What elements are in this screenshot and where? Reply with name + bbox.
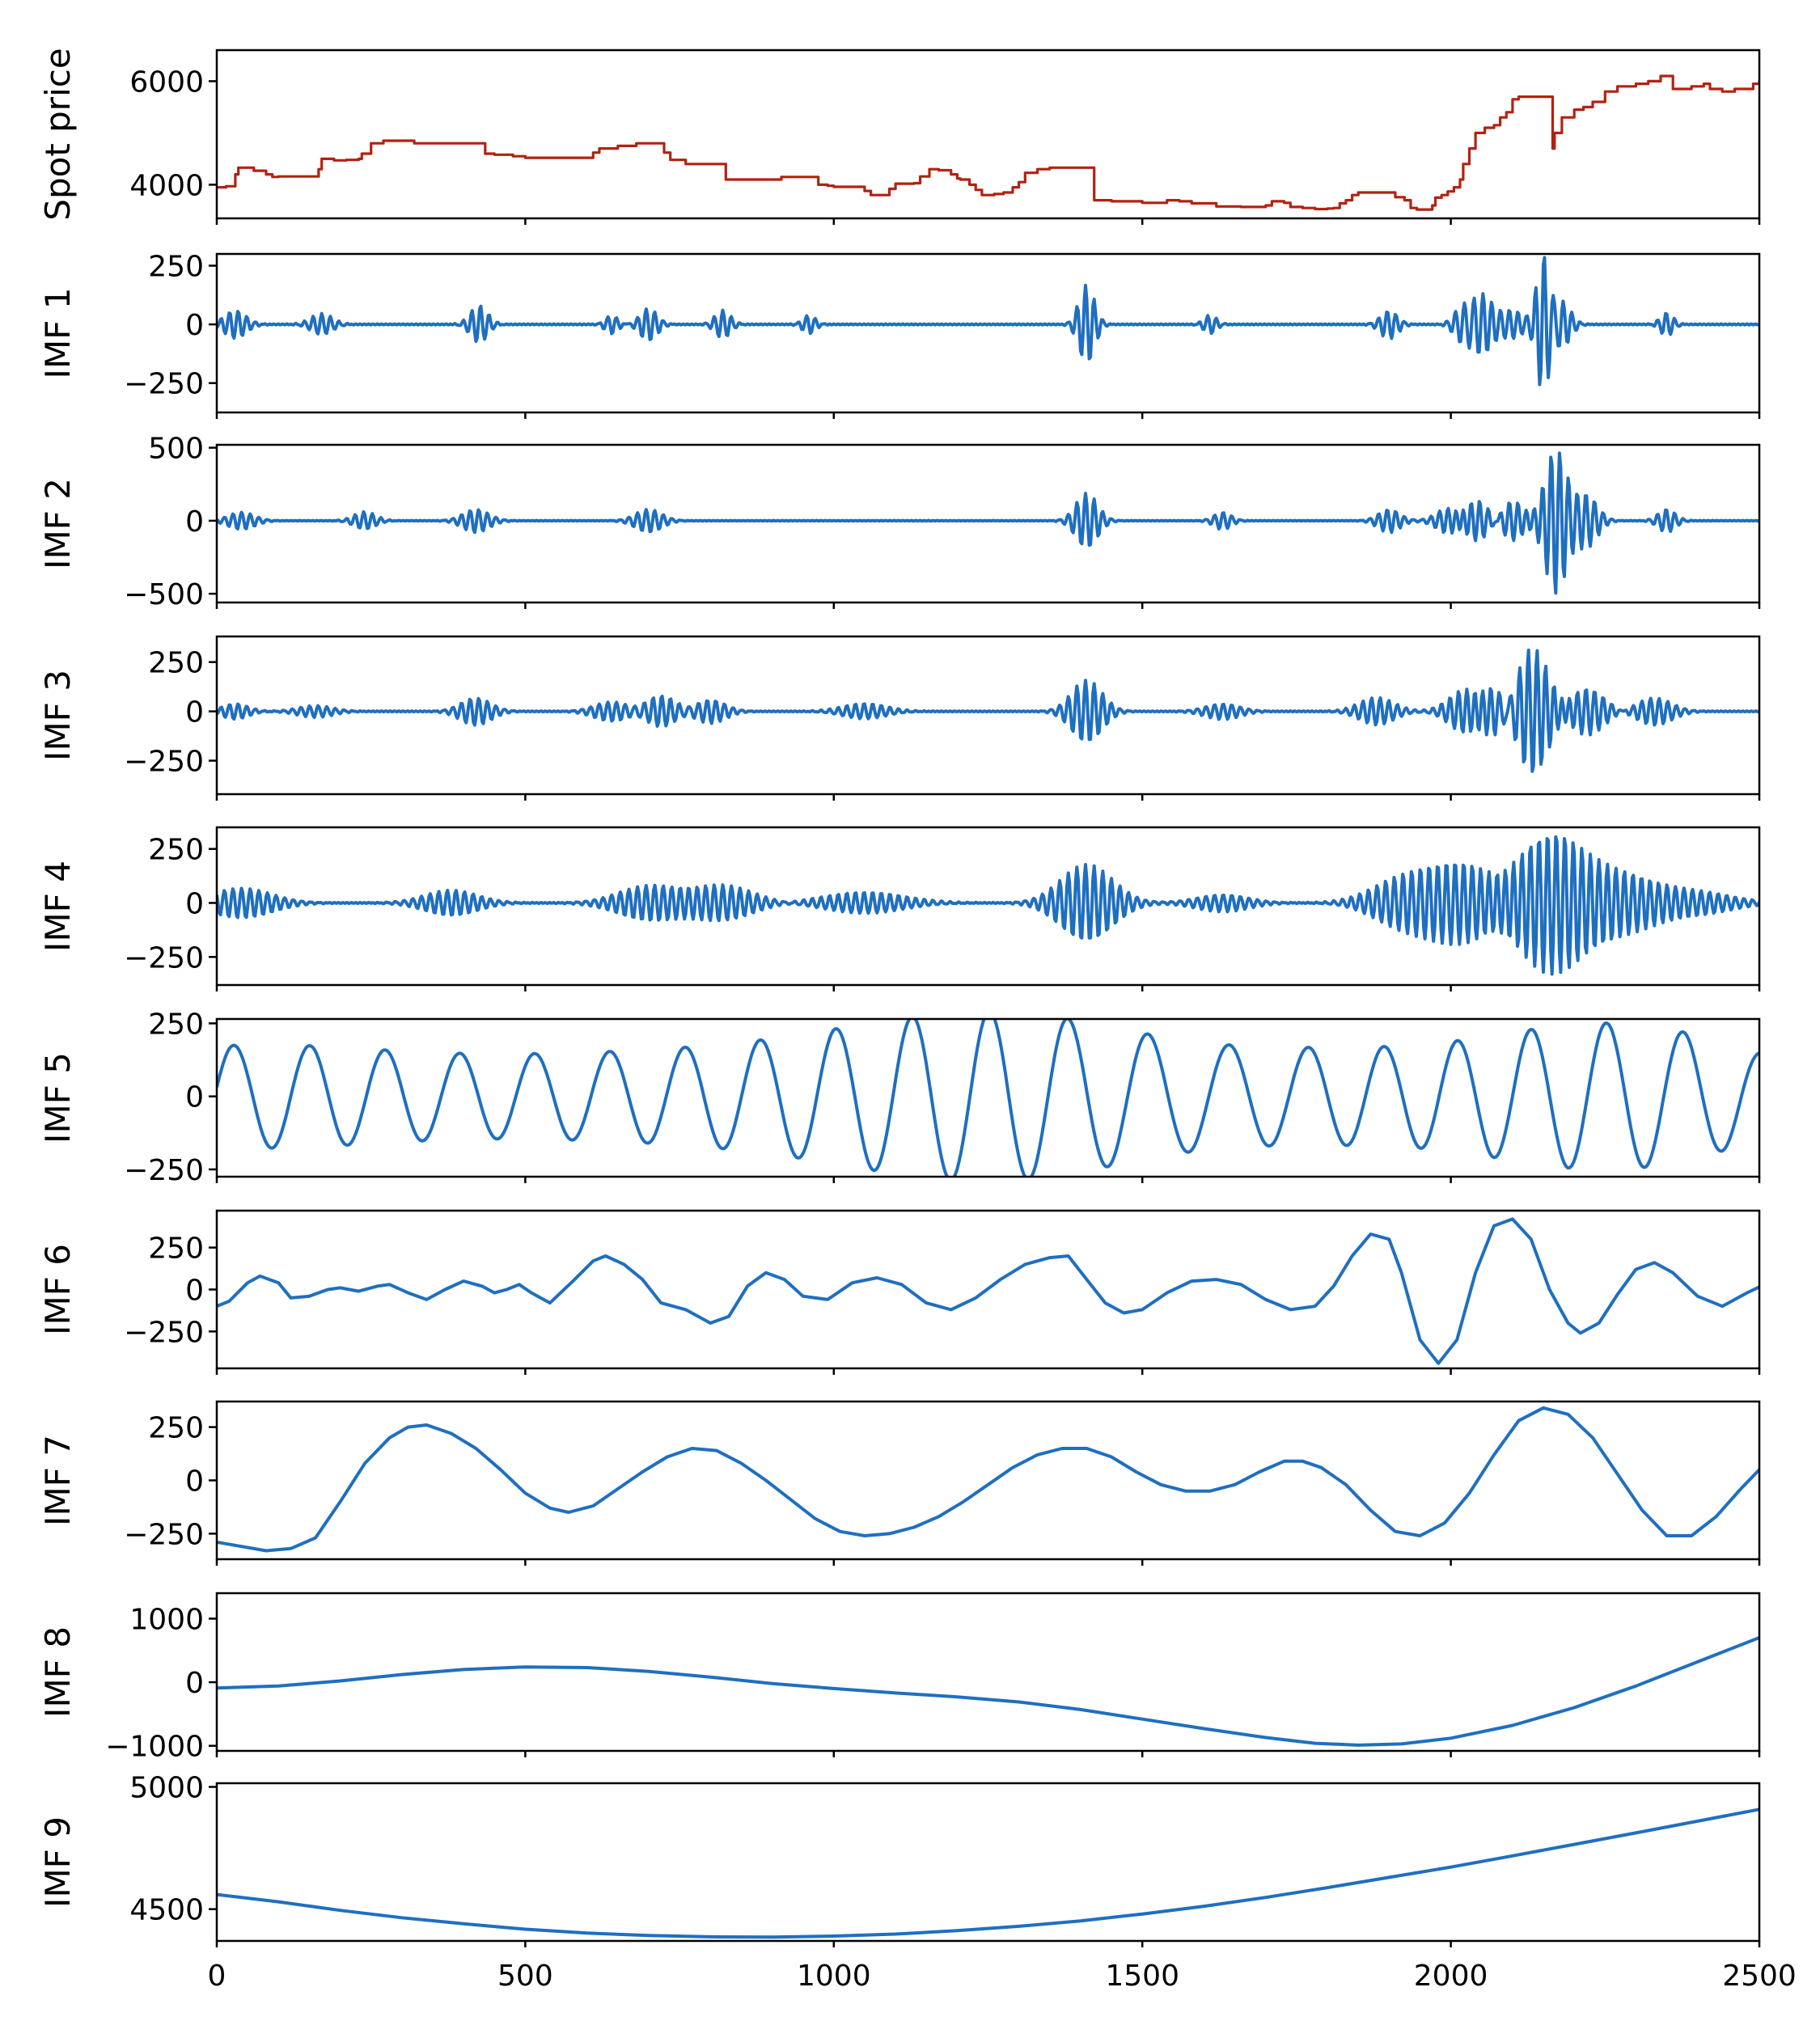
y-tick-label-imf-7: −250 — [124, 1518, 204, 1551]
panel-imf-8: 1000 0 −1000 IMF 8 — [38, 1592, 1761, 1764]
series-line-spot-price — [217, 74, 1759, 211]
axes-frame-imf-2 — [215, 443, 1761, 604]
y-axis-label-imf-8: IMF 8 — [38, 1626, 78, 1718]
y-axis-label-imf-2: IMF 2 — [38, 478, 78, 569]
y-tick-label-imf-2: 500 — [148, 433, 204, 466]
axes-frame-imf-5 — [215, 1017, 1761, 1178]
panel-imf-6: 250 0 −250 IMF 6 — [38, 1209, 1761, 1375]
axes-frame-imf-3 — [215, 635, 1761, 796]
series-line-imf-6 — [217, 1217, 1759, 1365]
y-tick-label-imf-9: 4500 — [129, 1894, 204, 1927]
y-axis-label-imf-9: IMF 9 — [38, 1816, 78, 1908]
x-tick-label: 2500 — [1722, 1960, 1797, 1993]
y-tick-label-imf-5: −250 — [124, 1154, 204, 1187]
axes-frame-spot-price — [215, 49, 1761, 220]
y-tick-label-imf-8: 0 — [185, 1667, 204, 1700]
y-tick-label-imf-1: 0 — [185, 309, 204, 342]
y-tick-label-imf-4: 0 — [185, 887, 204, 920]
x-tick-label: 0 — [208, 1960, 226, 1993]
series-line-imf-4 — [217, 835, 1759, 976]
series-line-imf-9 — [217, 1807, 1759, 1939]
y-tick-label-imf-3: 250 — [148, 647, 204, 680]
y-tick-label-imf-6: −250 — [124, 1316, 204, 1349]
y-tick-label-imf-4: −250 — [124, 941, 204, 975]
y-axis-label-imf-6: IMF 6 — [38, 1244, 78, 1335]
series-line-imf-1 — [217, 256, 1759, 387]
y-tick-label-imf-7: 0 — [185, 1465, 204, 1499]
y-tick-label-imf-1: −250 — [124, 368, 204, 401]
panel-imf-7: 250 0 −250 IMF 7 — [38, 1400, 1761, 1566]
series-line-imf-3 — [217, 649, 1759, 773]
y-tick-label-imf-8: 1000 — [129, 1603, 204, 1636]
x-axis: 0 500 1000 1500 2000 2500 — [208, 1960, 1797, 1993]
y-tick-label-imf-8: −1000 — [105, 1731, 204, 1764]
x-tick-label: 1000 — [797, 1960, 871, 1993]
axes-frame-imf-7 — [215, 1400, 1761, 1561]
y-tick-label-imf-5: 250 — [148, 1008, 204, 1041]
axes-frame-imf-1 — [215, 252, 1761, 414]
axes-frame-imf-9 — [215, 1782, 1761, 1943]
panel-imf-3: 250 0 −250 IMF 3 — [38, 635, 1761, 801]
y-tick-label-spot-price: 4000 — [129, 169, 204, 202]
y-tick-label-imf-1: 250 — [148, 251, 204, 284]
x-tick-label: 500 — [497, 1960, 553, 1993]
y-tick-label-imf-2: −500 — [124, 578, 204, 611]
panel-spot-price: 4000 6000 Spot price — [38, 48, 1761, 225]
y-tick-label-imf-7: 250 — [148, 1412, 204, 1445]
y-tick-label-imf-3: −250 — [124, 746, 204, 779]
y-tick-label-imf-5: 0 — [185, 1081, 204, 1114]
series-line-imf-2 — [217, 451, 1759, 595]
panel-imf-4: 250 0 −250 IMF 4 — [38, 826, 1761, 991]
panel-imf-1: 250 0 −250 IMF 1 — [38, 251, 1761, 419]
axes-frame-imf-8 — [215, 1592, 1761, 1753]
panel-imf-2: 500 0 −500 IMF 2 — [38, 433, 1761, 611]
y-axis-label-imf-7: IMF 7 — [38, 1435, 78, 1526]
panel-imf-9: 5000 4500 IMF 9 — [38, 1772, 1761, 1947]
y-tick-label-imf-6: 0 — [185, 1275, 204, 1308]
series-line-imf-8 — [217, 1635, 1759, 1747]
y-tick-label-imf-2: 0 — [185, 505, 204, 539]
y-tick-label-spot-price: 6000 — [129, 66, 204, 99]
y-tick-label-imf-4: 250 — [148, 834, 204, 867]
y-tick-label-imf-3: 0 — [185, 696, 204, 729]
series-line-imf-7 — [217, 1406, 1759, 1553]
y-tick-label-imf-6: 250 — [148, 1232, 204, 1266]
y-axis-label-spot-price: Spot price — [38, 48, 78, 220]
y-axis-label-imf-1: IMF 1 — [38, 288, 78, 379]
y-tick-label-imf-9: 5000 — [129, 1772, 204, 1805]
y-axis-label-imf-3: IMF 3 — [38, 670, 78, 761]
series-line-imf-5 — [217, 1019, 1759, 1177]
axes-frame-imf-4 — [215, 826, 1761, 987]
y-axis-label-imf-5: IMF 5 — [38, 1052, 78, 1144]
panel-imf-5: 250 0 −250 IMF 5 — [38, 1008, 1761, 1187]
y-axis-label-imf-4: IMF 4 — [38, 860, 78, 952]
x-tick-label: 2000 — [1414, 1960, 1488, 1993]
x-tick-label: 1500 — [1105, 1960, 1179, 1993]
